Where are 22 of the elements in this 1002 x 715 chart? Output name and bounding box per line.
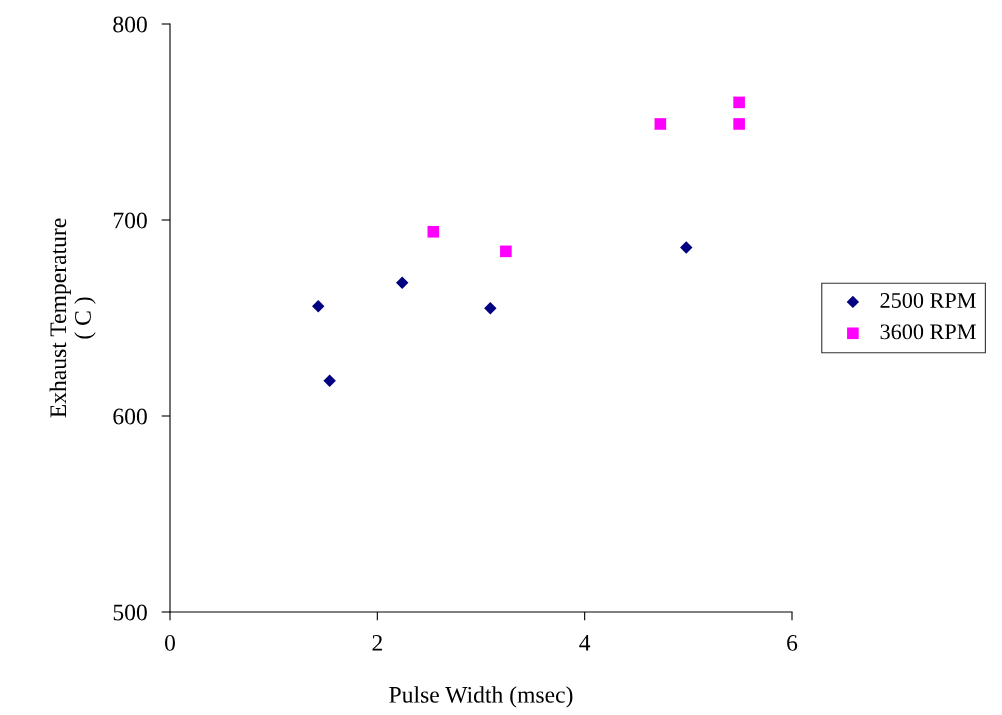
point [312,300,325,313]
point [396,276,409,289]
x-tick-label: 2 [372,634,382,651]
x-tick-label: 4 [579,635,591,651]
y-tick-label: 500 [113,604,147,621]
y-tick-label: 800 [113,16,147,33]
legend-label: 2500 RPM [880,292,976,308]
point [500,245,512,258]
x-tick-label: 6 [787,634,798,651]
x-tick-label: 0 [165,634,175,651]
x-axis-title: Pulse Width (msec) [389,686,573,708]
point [427,225,440,238]
point [680,241,693,254]
point [733,96,745,109]
point [323,374,336,387]
point [654,118,667,130]
point [484,301,497,315]
y-tick-label: 700 [113,212,147,229]
y-tick-label: 600 [113,408,147,425]
point [733,118,745,130]
y-axis-title: Exhaust Temperature ( C ) [49,218,96,418]
legend-label: 3600 RPM [880,324,976,340]
